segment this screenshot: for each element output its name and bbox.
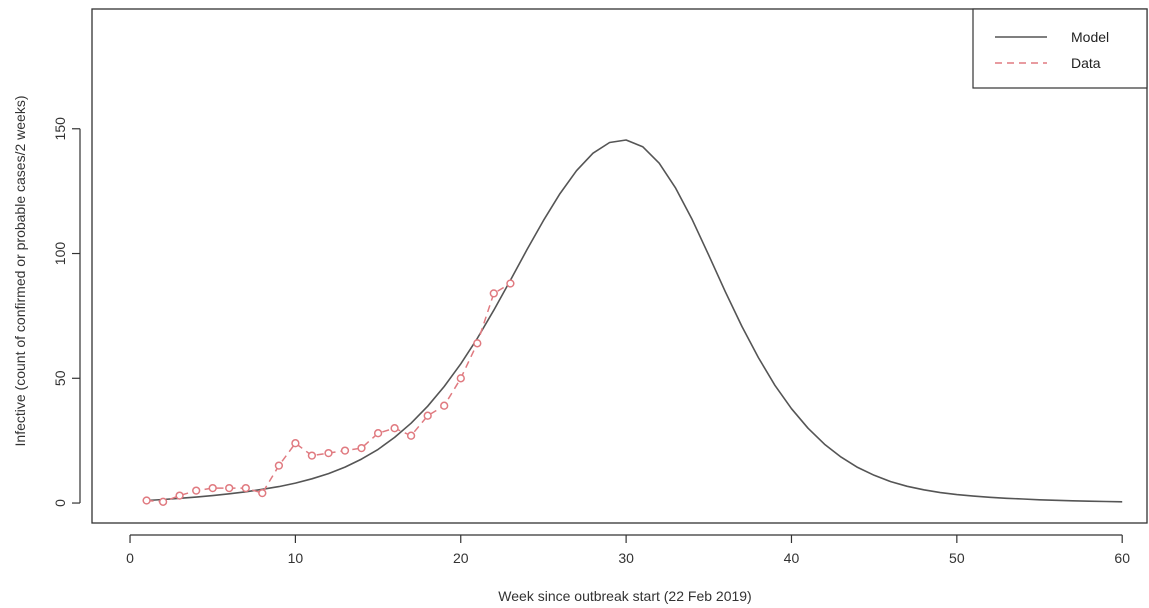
- x-tick-label: 20: [453, 550, 469, 566]
- y-axis-title: Infective (count of confirmed or probabl…: [12, 96, 28, 447]
- data-point: [340, 446, 350, 455]
- data-point: [208, 483, 217, 493]
- x-tick-label: 60: [1114, 550, 1130, 566]
- data-point: [406, 431, 416, 440]
- x-tick-label: 10: [288, 550, 304, 566]
- data-point: [192, 486, 201, 495]
- plot-frame: [91, 8, 1148, 524]
- data-point: [357, 443, 366, 453]
- legend-box: [972, 8, 1148, 89]
- data-point: [423, 411, 432, 420]
- legend-model-label: Model: [1071, 29, 1109, 45]
- data-point: [456, 374, 465, 383]
- y-tick-label: 0: [52, 499, 68, 507]
- data-point: [506, 279, 515, 288]
- x-axis: 0 10 20 30 40 50 60: [126, 534, 1130, 566]
- data-point: [258, 488, 267, 498]
- y-axis: 0 50 100 150: [52, 117, 81, 507]
- data-point: [225, 483, 234, 493]
- y-tick-label: 100: [52, 242, 68, 266]
- data-point: [324, 448, 333, 458]
- x-tick-label: 0: [126, 550, 134, 566]
- model-line: [146, 139, 1123, 503]
- data-point: [489, 289, 498, 298]
- x-tick-label: 30: [618, 550, 634, 566]
- data-line: [146, 282, 511, 503]
- data-point: [373, 429, 383, 438]
- model-series: [146, 139, 1123, 503]
- x-tick-label: 40: [784, 550, 800, 566]
- data-point: [241, 483, 250, 493]
- data-point: [473, 339, 482, 348]
- legend-data-label: Data: [1071, 55, 1101, 71]
- y-tick-label: 50: [52, 370, 68, 386]
- data-point: [291, 439, 300, 448]
- y-tick-label: 150: [52, 117, 68, 141]
- x-tick-label: 50: [949, 550, 965, 566]
- data-series: [142, 279, 515, 506]
- legend: Model Data: [972, 8, 1148, 89]
- data-point: [440, 401, 449, 410]
- data-point: [175, 491, 184, 500]
- data-point: [142, 496, 151, 505]
- data-point: [274, 461, 284, 470]
- data-point: [307, 451, 317, 460]
- data-point: [390, 424, 399, 433]
- x-axis-title: Week since outbreak start (22 Feb 2019): [498, 588, 751, 604]
- data-point: [158, 497, 168, 506]
